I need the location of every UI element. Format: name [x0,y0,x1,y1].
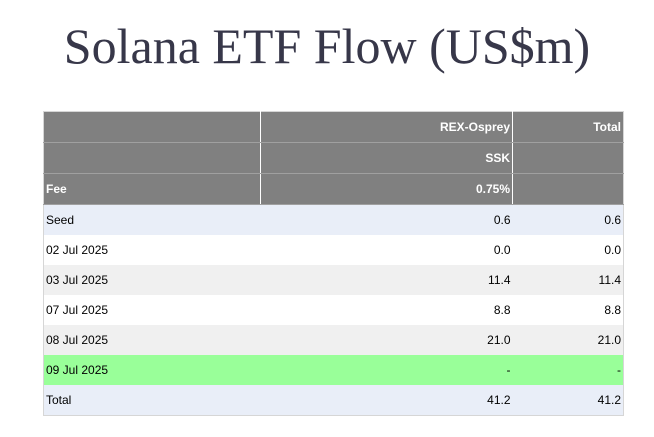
table-cell: 0.6 [260,204,513,235]
table-body: Seed 0.6 0.6 02 Jul 2025 0.0 0.0 03 Jul 2025 11… [43,204,624,416]
table-row: 02 Jul 2025 0.0 0.0 [43,235,624,265]
table-row: 09 Jul 2025- - [43,355,624,385]
table-cell: 21.0 [260,325,513,355]
table-cell: 0.0 [260,235,513,265]
table-cell: 41.2 [512,385,624,416]
table-cell: 8.8 [512,295,624,325]
table-cell: 03 Jul 2025 [43,265,261,295]
header-cell [512,142,624,174]
table-cell: 0.0 [512,235,624,265]
header-cell: Fee [43,173,261,205]
table-row: Seed 0.6 0.6 [43,204,624,235]
flow-table: REX-Osprey Total SSK Fee 0.75% Seed 0.6 0.… [43,111,624,416]
table-cell: 09 Jul 2025 [43,355,261,385]
table-cell: Seed [43,204,261,235]
header-cell: Total [512,111,624,143]
header-cell: SSK [260,142,513,174]
header-cell: 0.75% [260,173,513,205]
table-row: 08 Jul 2025 21.0 21.0 [43,325,624,355]
table-cell: 41.2 [260,385,513,416]
table-row: 03 Jul 2025 11.4 11.4 [43,265,624,295]
table-row: Total 41.2 41.2 [43,385,624,416]
table-row: 07 Jul 2025 8.8 8.8 [43,295,624,325]
header-row: Fee 0.75% [43,173,624,205]
table-cell: - [512,355,624,385]
table-cell: Total [43,385,261,416]
header-cell [43,111,261,143]
title: Solana ETF Flow (US$m) [63,18,591,74]
header-row: REX-Osprey Total [43,111,624,143]
table-cell: 11.4 [260,265,513,295]
table-cell: 21.0 [512,325,624,355]
table-cell: 8.8 [260,295,513,325]
table-cell: 08 Jul 2025 [43,325,261,355]
table-cell: 07 Jul 2025 [43,295,261,325]
header-row: SSK [43,142,624,174]
table-cell: 11.4 [512,265,624,295]
header-cell [43,142,261,174]
header-cell [512,173,624,205]
table-cell: 0.6 [512,204,624,235]
header-cell: REX-Osprey [260,111,513,143]
table-cell: - [260,355,513,385]
table-cell: 02 Jul 2025 [43,235,261,265]
table-header: REX-Osprey Total SSK Fee 0.75% [43,111,624,205]
